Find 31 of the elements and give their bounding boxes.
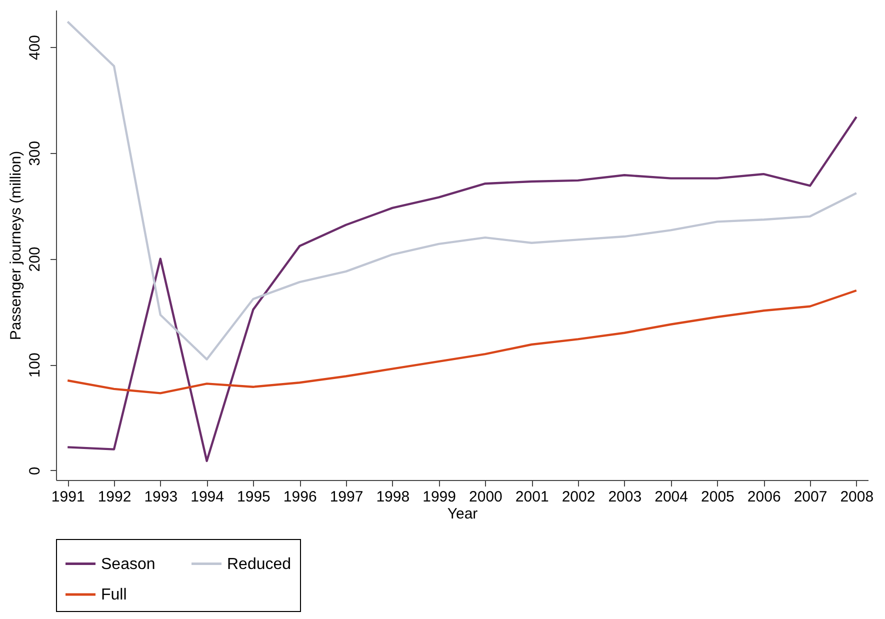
line-series (66, 289, 858, 394)
y-tick-label: 0 (26, 466, 44, 476)
y-tick-label: 400 (26, 35, 44, 60)
x-tick-label: 2004 (654, 488, 688, 506)
y-tick-label: 300 (26, 140, 44, 166)
x-tick-label: 1992 (98, 488, 132, 506)
x-tick-label: 2008 (840, 488, 874, 506)
line-series (66, 20, 858, 360)
x-tick-label: 1997 (330, 488, 364, 506)
y-tick-label: 200 (26, 246, 44, 272)
x-tick-label: 1999 (422, 488, 456, 506)
x-tick-label: 2005 (701, 488, 734, 506)
x-tick-label: 1994 (190, 488, 224, 506)
x-tick-label: 1995 (237, 488, 270, 506)
x-tick-label: 1991 (51, 488, 85, 506)
x-tick-label: 2001 (515, 488, 549, 506)
x-tick-label: 2000 (469, 488, 502, 506)
x-tick-label: 1993 (144, 488, 178, 506)
y-tick-label: 100 (26, 352, 44, 378)
x-tick-label: 2003 (608, 488, 642, 506)
line-series (66, 116, 858, 462)
x-tick-label: 1996 (283, 488, 317, 506)
x-tick-label: 2006 (747, 488, 781, 506)
legend-label: Full (101, 586, 127, 604)
x-tick-label: 2007 (794, 488, 828, 506)
legend-label: Reduced (227, 556, 292, 573)
legend-label: Season (101, 556, 156, 573)
y-axis-title: Passenger journeys (million) (8, 150, 24, 340)
x-tick-label: 2002 (562, 488, 596, 506)
x-axis-title: Year (447, 506, 478, 522)
x-tick-label: 1998 (376, 488, 410, 506)
